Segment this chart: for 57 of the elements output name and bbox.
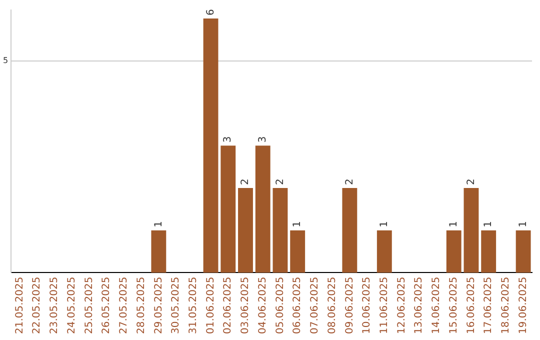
bar: [290, 230, 306, 273]
data-label: 1: [518, 220, 529, 228]
bar: [481, 230, 496, 273]
x-tick-label: 14.06.2025: [431, 276, 442, 334]
x-tick-label: 07.06.2025: [310, 276, 321, 334]
x-tick-label: 01.06.2025: [205, 276, 216, 334]
data-label: 3: [222, 136, 234, 143]
x-tick-label: 26.05.2025: [101, 276, 112, 334]
x-tick-label: 21.05.2025: [14, 276, 26, 334]
x-tick-label: 29.05.2025: [153, 276, 164, 334]
data-label: 1: [153, 220, 164, 228]
bar: [255, 146, 270, 273]
bar: [220, 146, 236, 273]
bar: [376, 230, 392, 273]
data-label: 2: [274, 178, 286, 185]
x-tick-label: 06.06.2025: [292, 276, 304, 334]
bar: [238, 188, 253, 273]
data-label: 1: [379, 220, 390, 228]
x-tick-label: 19.06.2025: [518, 276, 529, 334]
x-tick-label: 02.06.2025: [222, 276, 234, 334]
x-tick-label: 17.06.2025: [483, 276, 494, 334]
bar: [203, 18, 218, 273]
x-tick-label: 13.06.2025: [414, 276, 425, 334]
x-tick-label: 09.06.2025: [344, 276, 356, 334]
data-label: 2: [344, 178, 356, 185]
x-tick-label: 11.06.2025: [379, 276, 390, 334]
data-label: 2: [466, 178, 477, 185]
bar: [151, 230, 166, 273]
x-tick-label: 28.05.2025: [136, 276, 147, 334]
x-tick-label: 30.05.2025: [170, 276, 182, 334]
x-tick-label: 12.06.2025: [396, 276, 408, 334]
bar: [342, 188, 358, 273]
data-label: 3: [257, 136, 268, 143]
data-label: 1: [483, 220, 494, 228]
x-tick-label: 27.05.2025: [118, 276, 130, 334]
data-label: 6: [205, 9, 216, 16]
x-tick-label: 15.06.2025: [448, 276, 460, 334]
x-tick-label: 05.06.2025: [274, 276, 286, 334]
y-tick-label: 5: [2, 56, 8, 65]
x-tick-label: 25.05.2025: [84, 276, 95, 334]
data-label: 1: [448, 220, 460, 228]
x-tick-label: 10.06.2025: [362, 276, 373, 334]
bar: [464, 188, 479, 273]
x-tick-label: 16.06.2025: [466, 276, 477, 334]
x-tick-label: 04.06.2025: [257, 276, 268, 334]
x-tick-label: 18.06.2025: [500, 276, 512, 334]
bar: [446, 230, 462, 273]
x-tick-label: 03.06.2025: [240, 276, 252, 334]
x-tick-label: 31.05.2025: [188, 276, 199, 334]
x-tick-label: 22.05.2025: [32, 276, 43, 334]
x-tick-label: 24.05.2025: [66, 276, 78, 334]
x-tick-label: 08.06.2025: [326, 276, 338, 334]
data-label: 2: [240, 178, 252, 185]
bar: [516, 230, 531, 273]
data-label: 1: [292, 220, 304, 228]
bar: [272, 188, 288, 273]
x-tick-label: 23.05.2025: [49, 276, 60, 334]
